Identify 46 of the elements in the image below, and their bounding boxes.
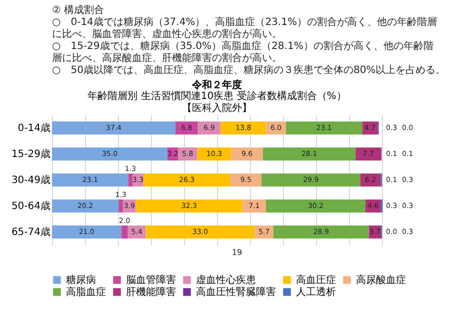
bar <box>262 148 356 160</box>
text: ② 構成割合 <box>52 4 104 16</box>
text: 19 <box>232 248 242 257</box>
legend-label: 糖尿病 <box>66 274 96 286</box>
bar <box>230 174 262 186</box>
y-tick-label: 65-74歳 <box>11 226 50 238</box>
legend-label: 虚血性心疾患 <box>196 274 256 286</box>
bar <box>52 200 119 212</box>
legend-label: 高血圧症 <box>296 274 336 286</box>
bar <box>143 174 230 186</box>
chart-title: 令和２年度 <box>191 79 242 91</box>
bar <box>121 226 128 238</box>
bar <box>266 200 366 212</box>
bar <box>136 200 242 212</box>
y-tick-label: 0-14歳 <box>18 122 50 134</box>
bar <box>254 226 274 238</box>
text: ○ 50歳以降では、高血圧症、高脂血症、糖尿病の３疾患で全体の80%以上を占める。 <box>52 64 446 76</box>
y-tick-label: 30-49歳 <box>11 174 50 186</box>
bar <box>52 226 122 238</box>
bar <box>273 226 369 238</box>
legend-label: 肝機能障害 <box>126 286 176 298</box>
legend-label: 高血圧性腎臓障害 <box>196 286 276 298</box>
bar <box>52 148 168 160</box>
chart-subtitle: 年齢階層別 生活習慣関連10疾患 受診者数構成割合（%） <box>88 90 346 102</box>
bar <box>356 148 382 160</box>
bar <box>262 174 360 186</box>
legend-label: 高脂血症 <box>66 286 106 298</box>
bar <box>52 122 176 134</box>
y-tick-label: 50-64歳 <box>11 200 50 212</box>
text: ○ 15-29歳では、糖尿病（35.0%）高脂血症（28.1%）の割合が高く、他の年齢階層に比べ、高尿酸血症、肝機能障害の割合が高い。 <box>52 40 434 64</box>
bar <box>286 122 362 134</box>
legend-label: 脳血管障害 <box>126 274 176 286</box>
bar <box>231 148 263 160</box>
bar <box>128 174 133 186</box>
bar <box>146 226 255 238</box>
bar <box>242 200 266 212</box>
bar <box>52 174 128 186</box>
bar <box>360 174 381 186</box>
legend-label: 人工透析 <box>296 286 336 298</box>
text: 【医科入院外】 <box>182 102 252 114</box>
bar <box>220 122 266 134</box>
bar <box>197 148 232 160</box>
legend-label: 高尿酸血症 <box>356 274 406 286</box>
bar <box>118 200 123 212</box>
y-tick-label: 15-29歳 <box>11 148 50 160</box>
text: ○ 0-14歳では糖尿病（37.4%）、高脂血症（23.1%）の割合が高く、他の年齢階層に比べ、脳血管障害、虚血性心疾患の割合が高い。 <box>52 16 437 40</box>
